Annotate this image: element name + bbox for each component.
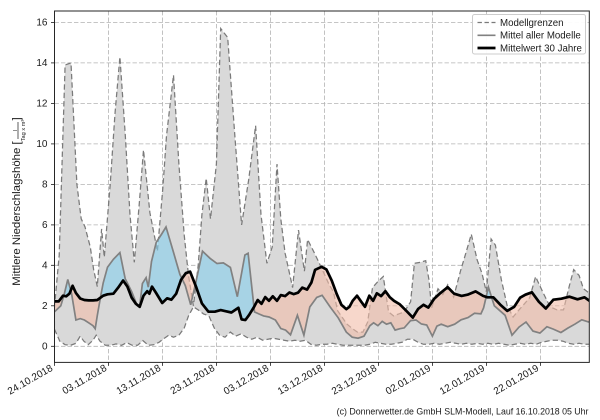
svg-text:14: 14 (36, 58, 48, 69)
svg-text:8: 8 (42, 180, 48, 191)
svg-text:(c) Donnerwetter.de GmbH SLM-M: (c) Donnerwetter.de GmbH SLM-Modell, Lau… (337, 407, 589, 417)
svg-text:Modellgrenzen: Modellgrenzen (500, 18, 564, 29)
svg-text:2: 2 (42, 301, 48, 312)
svg-text:6: 6 (42, 220, 48, 231)
svg-text:l: l (13, 130, 19, 131)
svg-text:Mittelwert 30 Jahre: Mittelwert 30 Jahre (500, 43, 582, 54)
svg-text:Tag x m²: Tag x m² (21, 120, 27, 142)
svg-text:Mittel aller Modelle: Mittel aller Modelle (500, 31, 581, 42)
svg-text:Mittlere Niederschlagshöhe [: Mittlere Niederschlagshöhe [ (11, 141, 23, 286)
svg-text:16: 16 (36, 18, 48, 29)
svg-text:10: 10 (36, 139, 48, 150)
svg-text:0: 0 (42, 342, 48, 353)
svg-text:12: 12 (36, 99, 48, 110)
svg-text:]: ] (11, 117, 23, 120)
svg-text:4: 4 (42, 261, 48, 272)
